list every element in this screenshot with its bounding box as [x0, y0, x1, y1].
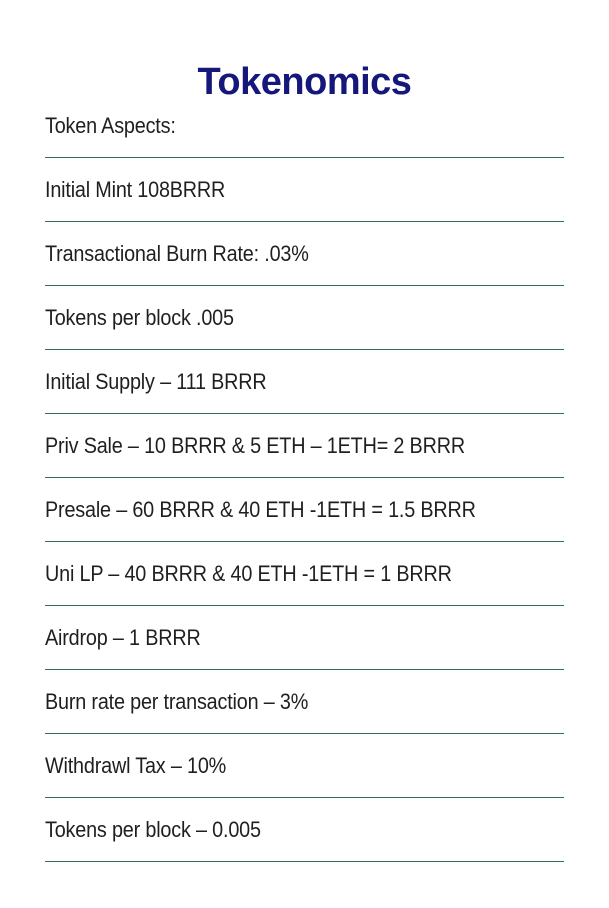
list-item-text: Presale – 60 BRRR & 40 ETH -1ETH = 1.5 B… [45, 496, 476, 522]
list-item-text: Priv Sale – 10 BRRR & 5 ETH – 1ETH= 2 BR… [45, 432, 465, 458]
list-item-text: Burn rate per transaction – 3% [45, 688, 309, 714]
list-item: Tokens per block – 0.005 [45, 798, 564, 862]
list-item: Burn rate per transaction – 3% [45, 670, 564, 734]
list-item-text: Token Aspects: [45, 112, 176, 138]
list-item-text: Airdrop – 1 BRRR [45, 624, 201, 650]
tokenomics-list: Token Aspects: Initial Mint 108BRRR Tran… [45, 94, 564, 862]
list-item-text: Tokens per block .005 [45, 304, 234, 330]
list-item-text: Initial Mint 108BRRR [45, 176, 226, 202]
list-item: Uni LP – 40 BRRR & 40 ETH -1ETH = 1 BRRR [45, 542, 564, 606]
list-item: Token Aspects: [45, 94, 564, 158]
list-item: Priv Sale – 10 BRRR & 5 ETH – 1ETH= 2 BR… [45, 414, 564, 478]
list-item-text: Uni LP – 40 BRRR & 40 ETH -1ETH = 1 BRRR [45, 560, 452, 586]
list-item: Withdrawl Tax – 10% [45, 734, 564, 798]
list-item: Transactional Burn Rate: .03% [45, 222, 564, 286]
list-item-text: Tokens per block – 0.005 [45, 816, 261, 842]
list-item: Initial Mint 108BRRR [45, 158, 564, 222]
list-item: Presale – 60 BRRR & 40 ETH -1ETH = 1.5 B… [45, 478, 564, 542]
list-item-text: Initial Supply – 111 BRRR [45, 368, 267, 394]
list-item: Initial Supply – 111 BRRR [45, 350, 564, 414]
list-item: Tokens per block .005 [45, 286, 564, 350]
list-item-text: Withdrawl Tax – 10% [45, 752, 227, 778]
list-item: Airdrop – 1 BRRR [45, 606, 564, 670]
list-item-text: Transactional Burn Rate: .03% [45, 240, 309, 266]
page-title: Tokenomics [197, 61, 412, 104]
